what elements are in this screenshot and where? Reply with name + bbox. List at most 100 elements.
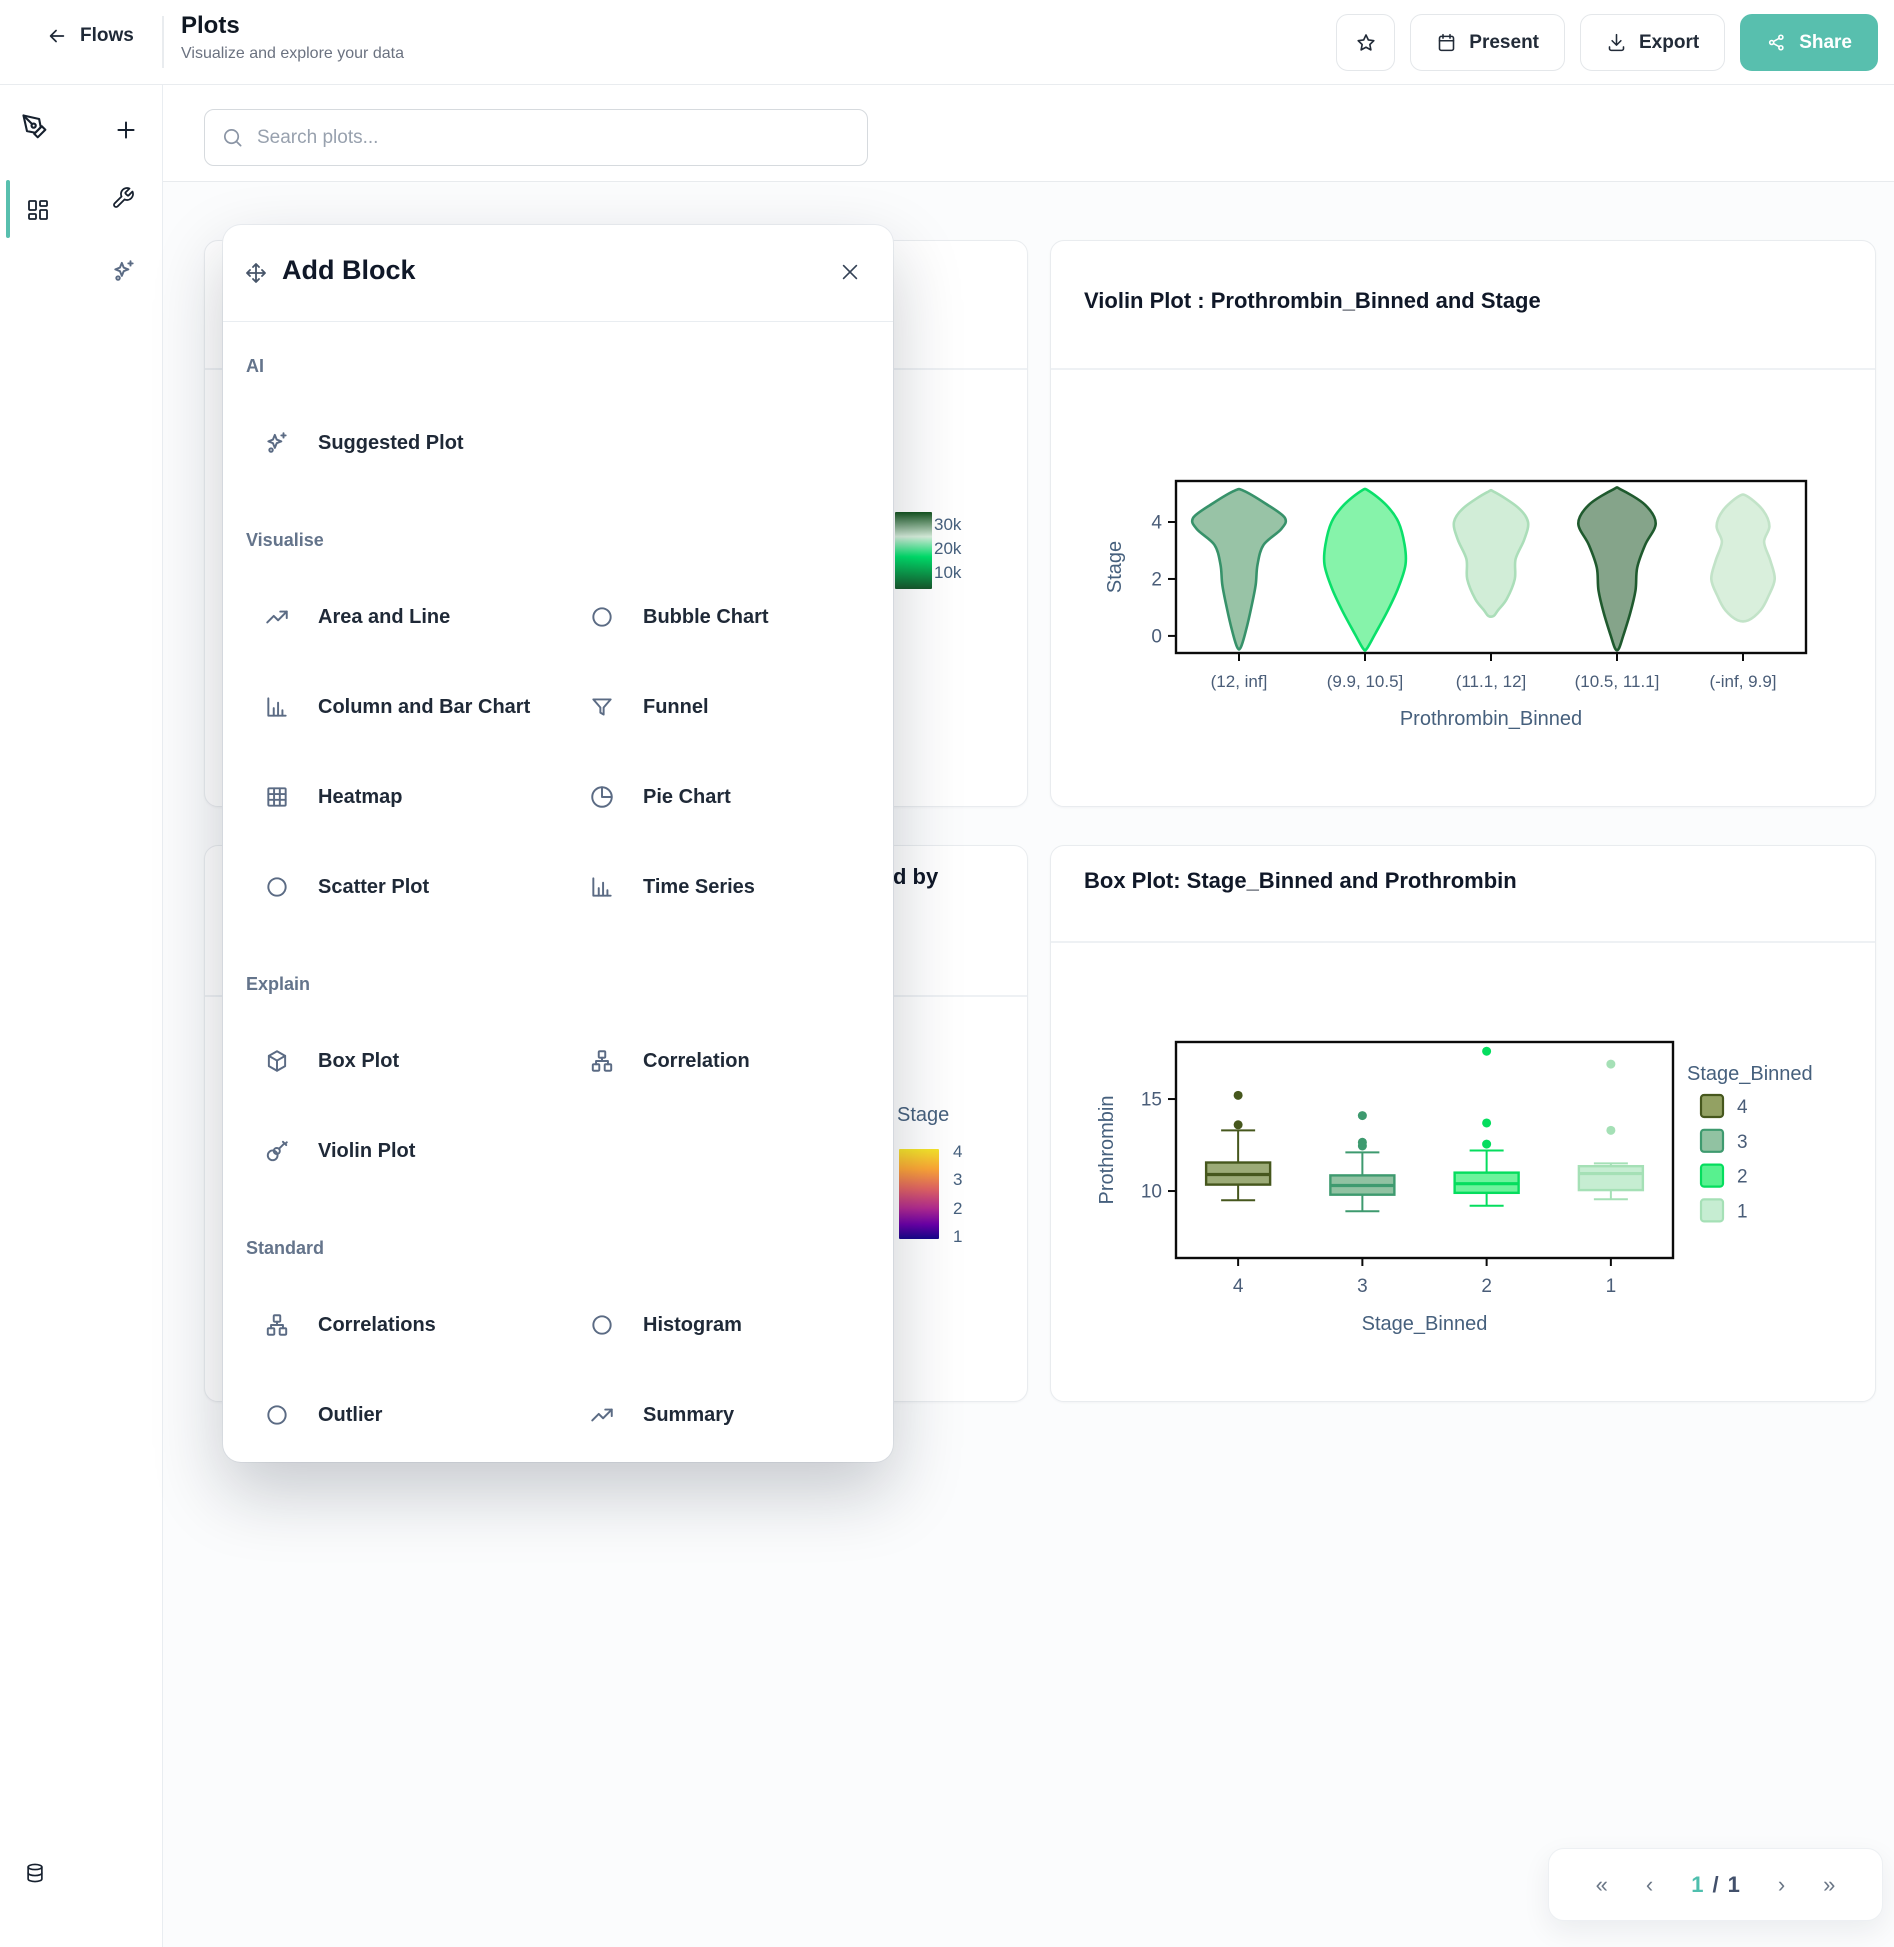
calendar-icon xyxy=(1436,32,1457,53)
next-page-button[interactable]: › xyxy=(1777,1871,1786,1897)
modal-item-suggested-plot[interactable]: Suggested Plot xyxy=(246,420,571,466)
sidebar-item-tools[interactable] xyxy=(105,180,141,216)
modal-item-correlations[interactable]: Correlations xyxy=(246,1302,571,1348)
export-button[interactable]: Export xyxy=(1580,14,1726,71)
modal-section-grid: Area and Line Bubble Chart Column and Bar … xyxy=(246,594,865,910)
prev-page-button[interactable]: ‹ xyxy=(1645,1871,1654,1897)
modal-item-histogram[interactable]: Histogram xyxy=(571,1302,865,1348)
svg-text:(9.9, 10.5]: (9.9, 10.5] xyxy=(1327,672,1404,691)
modal-item-time-series[interactable]: Time Series xyxy=(571,864,865,910)
box-card-title: Box Plot: Stage_Binned and Prothrombin xyxy=(1084,868,1517,893)
card-divider xyxy=(1051,368,1875,370)
sidebar-item-pen-tool[interactable] xyxy=(14,106,54,146)
card-title-fragment: d by xyxy=(893,864,939,889)
modal-item-label: Area and Line xyxy=(318,605,451,628)
active-indicator xyxy=(6,180,10,238)
sidebar-item-dashboard[interactable] xyxy=(20,192,56,228)
modal-item-label: Funnel xyxy=(643,695,709,718)
last-page-button[interactable]: » xyxy=(1823,1871,1836,1897)
trend-line-icon xyxy=(264,604,290,630)
circle-icon xyxy=(589,604,615,630)
move-handle-icon[interactable] xyxy=(244,261,268,285)
modal-item-violin-plot[interactable]: Violin Plot xyxy=(246,1128,571,1174)
page-heading: Plots Visualize and explore your data xyxy=(181,12,404,63)
svg-text:Stage_Binned: Stage_Binned xyxy=(1687,1063,1813,1085)
header: Flows Plots Visualize and explore your d… xyxy=(0,0,1894,85)
share-button[interactable]: Share xyxy=(1740,14,1878,71)
wrench-icon xyxy=(111,186,135,210)
svg-text:15: 15 xyxy=(1141,1090,1162,1111)
pen-tool-icon xyxy=(20,112,48,140)
colorbar-tick-label: 1 xyxy=(953,1226,963,1246)
circle-icon xyxy=(589,1312,615,1338)
search-icon xyxy=(221,126,244,149)
modal-section-label-standard: Standard xyxy=(246,1238,325,1258)
modal-item-box-plot[interactable]: Box Plot xyxy=(246,1038,571,1084)
sidebar-item-database[interactable] xyxy=(18,1856,52,1890)
close-button[interactable] xyxy=(837,259,863,285)
circle-icon xyxy=(264,1402,290,1428)
violin-card-title: Violin Plot : Prothrombin_Binned and Sta… xyxy=(1084,288,1541,313)
modal-title: Add Block xyxy=(282,255,416,285)
modal-item-label: Scatter Plot xyxy=(318,875,430,898)
modal-item-outlier[interactable]: Outlier xyxy=(246,1392,571,1438)
modal-item-summary[interactable]: Summary xyxy=(571,1392,865,1438)
favorite-button[interactable] xyxy=(1336,14,1396,71)
network-icon xyxy=(264,1312,290,1338)
secondary-sidebar xyxy=(78,84,163,1947)
svg-text:0: 0 xyxy=(1151,626,1162,647)
box-chart: 10 15 4 3 2 1 Stage_Binned Prothrombin Stage_Bin… xyxy=(1096,1040,1813,1335)
search-input[interactable] xyxy=(204,109,868,166)
current-page: 1 xyxy=(1691,1871,1704,1897)
star-icon xyxy=(1355,32,1377,54)
svg-text:(-inf, 9.9]: (-inf, 9.9] xyxy=(1709,672,1776,691)
sidebar-item-add[interactable] xyxy=(107,111,145,149)
modal-item-bubble-chart[interactable]: Bubble Chart xyxy=(571,594,865,640)
svg-text:Stage: Stage xyxy=(1104,541,1126,593)
svg-text:4: 4 xyxy=(1151,513,1162,534)
database-icon xyxy=(24,1862,46,1884)
modal-item-pie-chart[interactable]: Pie Chart xyxy=(571,774,865,820)
funnel-icon xyxy=(589,694,615,720)
svg-text:Prothrombin_Binned: Prothrombin_Binned xyxy=(1400,708,1582,730)
modal-item-label: Histogram xyxy=(643,1313,742,1336)
plot-card-violin[interactable]: Violin Plot : Prothrombin_Binned and Sta… xyxy=(1050,240,1876,807)
modal-item-correlation[interactable]: Correlation xyxy=(571,1038,865,1084)
modal-item-scatter-plot[interactable]: Scatter Plot xyxy=(246,864,571,910)
primary-sidebar xyxy=(0,84,79,1947)
colorbar-tick-label: 20k xyxy=(934,539,962,558)
modal-item-funnel[interactable]: Funnel xyxy=(571,684,865,730)
colorbar-tick-label: 10k xyxy=(934,563,962,582)
modal-item-label: Time Series xyxy=(643,875,755,898)
modal-section-label-ai: AI xyxy=(246,356,264,376)
back-button[interactable]: Flows xyxy=(40,24,140,48)
svg-text:1: 1 xyxy=(1737,1201,1748,1222)
header-divider xyxy=(162,16,164,68)
modal-item-column-and-bar-chart[interactable]: Column and Bar Chart xyxy=(246,684,571,730)
pagination: « ‹ 1 / 1 › » xyxy=(1548,1848,1883,1921)
modal-item-heatmap[interactable]: Heatmap xyxy=(246,774,571,820)
plot-card-box[interactable]: Box Plot: Stage_Binned and Prothrombin 1… xyxy=(1050,845,1876,1402)
first-page-button[interactable]: « xyxy=(1595,1871,1608,1897)
stage-colorbar-labels: 4 3 2 1 xyxy=(953,1142,962,1247)
close-icon xyxy=(839,261,861,283)
modal-item-label: Bubble Chart xyxy=(643,605,769,628)
modal-item-label: Pie Chart xyxy=(643,785,731,808)
back-arrow-icon xyxy=(46,25,68,47)
circle-icon xyxy=(264,874,290,900)
svg-text:10: 10 xyxy=(1141,1182,1162,1203)
modal-item-label: Heatmap xyxy=(318,785,403,808)
trend-line-icon xyxy=(589,1402,615,1428)
svg-text:Prothrombin: Prothrombin xyxy=(1096,1096,1118,1205)
svg-text:(11.1, 12]: (11.1, 12] xyxy=(1456,672,1527,691)
present-button[interactable]: Present xyxy=(1410,14,1565,71)
modal-item-area-and-line[interactable]: Area and Line xyxy=(246,594,571,640)
modal-item-label: Suggested Plot xyxy=(318,431,464,454)
page-separator: / xyxy=(1712,1871,1719,1897)
violin-chart: 0 2 4 (12, inf] (9.9, 10.5] (11.1, 12] (10.5, … xyxy=(1104,479,1808,730)
modal-item-label: Violin Plot xyxy=(318,1139,416,1162)
svg-text:(10.5, 11.1]: (10.5, 11.1] xyxy=(1575,672,1660,691)
modal-item-label: Correlations xyxy=(318,1313,436,1336)
share-icon xyxy=(1766,32,1787,53)
sidebar-item-ai[interactable] xyxy=(105,252,143,290)
